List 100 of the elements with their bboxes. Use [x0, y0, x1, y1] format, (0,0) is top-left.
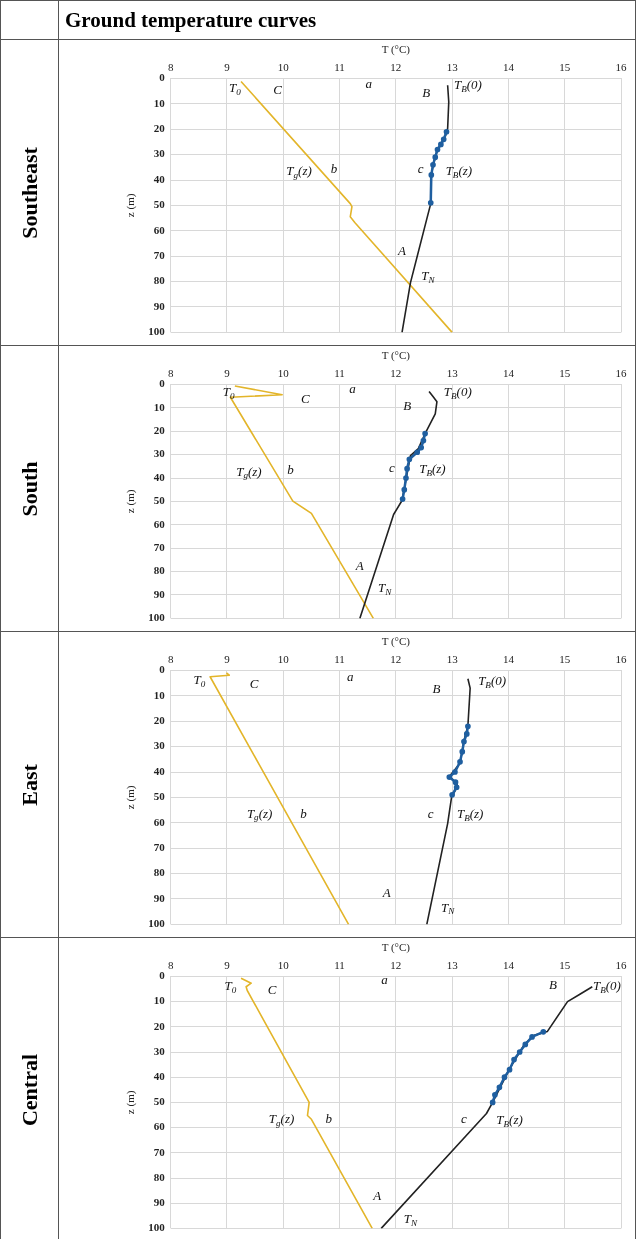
annotation: A	[381, 884, 391, 900]
y-tick-label: 60	[153, 517, 166, 530]
annotation: b	[300, 806, 308, 822]
y-tick-label: 0	[159, 969, 166, 982]
x-tick-label: 16	[615, 366, 627, 379]
x-tick-label: 16	[615, 60, 627, 73]
x-tick-label: 12	[390, 958, 402, 971]
x-tick-label: 11	[334, 366, 345, 379]
y-tick-label: 0	[159, 71, 166, 84]
y-tick-label: 90	[153, 1196, 166, 1209]
x-tick-label: 13	[446, 652, 459, 665]
y-tick-label: 100	[148, 917, 166, 930]
y-tick-label: 30	[153, 147, 166, 160]
x-tick-label: 13	[446, 958, 459, 971]
x-tick-label: 16	[615, 652, 627, 665]
y-tick-label: 30	[153, 447, 166, 460]
y-tick-label: 90	[153, 587, 166, 600]
text: East	[16, 763, 43, 806]
y-axis-title: z (m)	[124, 785, 138, 810]
y-tick-label: 20	[153, 714, 166, 727]
x-tick-label: 8	[167, 60, 174, 73]
annotation: c	[461, 1111, 468, 1127]
annotation: c	[417, 161, 424, 177]
y-axis-title: z (m)	[124, 489, 138, 514]
x-tick-label: 11	[334, 60, 345, 73]
y-axis-title: z (m)	[124, 193, 138, 218]
annotation: B	[422, 85, 431, 101]
x-tick-label: 15	[559, 60, 571, 73]
annotation: C	[300, 390, 310, 406]
y-tick-label: 40	[153, 172, 166, 185]
y-tick-label: 10	[153, 96, 166, 109]
annotation: C	[249, 675, 259, 691]
y-tick-label: 30	[153, 1044, 166, 1057]
y-axis-title: z (m)	[124, 1090, 138, 1115]
y-tick-label: 50	[153, 1095, 166, 1108]
y-tick-label: 60	[153, 815, 166, 828]
y-tick-label: 100	[148, 1221, 166, 1234]
y-tick-label: 100	[148, 325, 166, 338]
annotation: B	[548, 977, 557, 993]
x-tick-label: 10	[277, 366, 290, 379]
y-tick-label: 60	[153, 223, 166, 236]
y-tick-label: 20	[153, 122, 166, 135]
y-tick-label: 90	[153, 299, 166, 312]
text: Ground temperature curves	[65, 7, 318, 33]
x-tick-label: 12	[390, 652, 402, 665]
y-tick-label: 100	[148, 611, 166, 624]
x-tick-label: 15	[559, 958, 571, 971]
x-tick-label: 8	[167, 958, 174, 971]
annotation: c	[389, 460, 396, 476]
x-axis-title: T (°C)	[381, 941, 411, 955]
y-tick-label: 40	[153, 1070, 166, 1083]
y-tick-label: 50	[153, 494, 166, 507]
x-tick-label: 13	[446, 366, 459, 379]
text: South	[16, 460, 43, 517]
annotation: A	[354, 557, 364, 573]
y-tick-label: 20	[153, 1019, 166, 1032]
y-tick-label: 70	[153, 249, 166, 262]
x-axis-title: T (°C)	[381, 43, 411, 57]
y-tick-label: 80	[153, 866, 166, 879]
x-tick-label: 14	[502, 958, 515, 971]
x-tick-label: 8	[167, 652, 174, 665]
x-tick-label: 9	[224, 60, 231, 73]
x-tick-label: 12	[390, 366, 402, 379]
annotation: a	[365, 75, 373, 91]
annotation: C	[273, 82, 283, 98]
y-tick-label: 10	[153, 688, 166, 701]
annotation: a	[347, 668, 355, 684]
x-tick-label: 14	[502, 652, 515, 665]
y-tick-label: 20	[153, 424, 166, 437]
x-tick-label: 12	[390, 60, 402, 73]
y-tick-label: 50	[153, 790, 166, 803]
y-tick-label: 30	[153, 739, 166, 752]
y-tick-label: 40	[153, 470, 166, 483]
y-tick-label: 90	[153, 891, 166, 904]
y-tick-label: 70	[153, 541, 166, 554]
text: Southeast	[16, 146, 43, 239]
x-tick-label: 15	[559, 652, 571, 665]
y-tick-label: 0	[159, 377, 166, 390]
x-tick-label: 14	[502, 60, 515, 73]
y-tick-label: 80	[153, 1170, 166, 1183]
x-tick-label: 10	[277, 958, 290, 971]
x-tick-label: 11	[334, 652, 345, 665]
x-tick-label: 15	[559, 366, 571, 379]
y-tick-label: 10	[153, 994, 166, 1007]
text: Central	[16, 1053, 43, 1126]
x-axis-title: T (°C)	[381, 635, 411, 649]
annotation: a	[381, 971, 389, 987]
annotation: c	[427, 806, 434, 822]
x-tick-label: 16	[615, 958, 627, 971]
annotation: b	[287, 462, 295, 478]
x-tick-label: 8	[167, 366, 174, 379]
y-tick-label: 40	[153, 764, 166, 777]
annotation: B	[403, 398, 412, 414]
annotation: b	[330, 161, 338, 177]
x-tick-label: 14	[502, 366, 515, 379]
annotation: a	[349, 380, 357, 396]
annotation: A	[397, 242, 407, 258]
x-tick-label: 11	[334, 958, 345, 971]
annotation: C	[267, 981, 277, 997]
y-tick-label: 70	[153, 1145, 166, 1158]
